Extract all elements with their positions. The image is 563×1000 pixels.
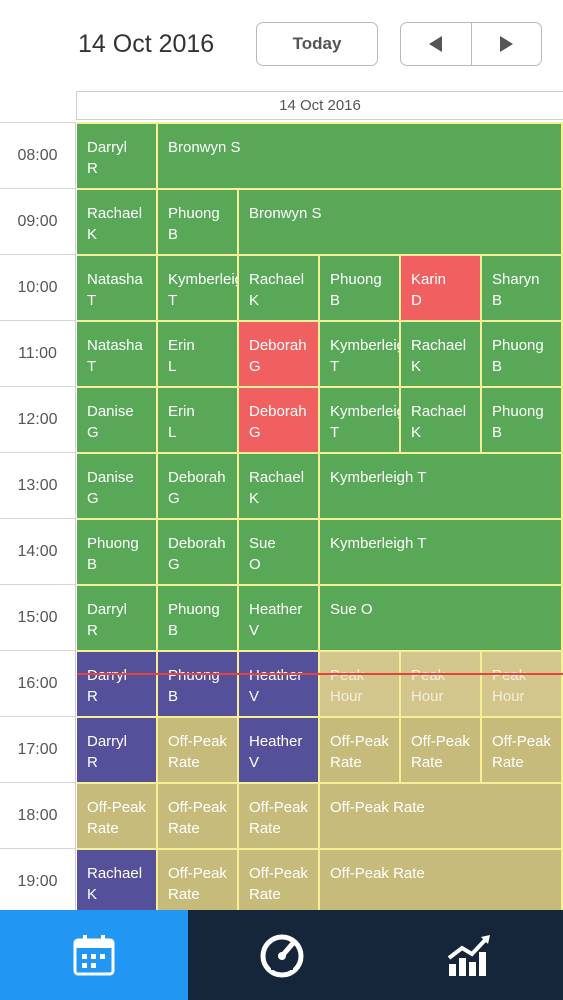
time-label: 08:00 [0,122,75,188]
booking-slot[interactable]: Deborah G [239,322,318,386]
booking-slot[interactable]: Darryl R [77,124,156,188]
top-bar: 14 Oct 2016 Today [0,0,563,90]
booking-slot[interactable]: Deborah G [158,520,237,584]
next-day-button[interactable] [470,23,542,65]
page-title: 14 Oct 2016 [78,30,215,58]
booking-slot[interactable]: Phuong B [158,190,237,254]
off-peak-slot[interactable]: Off-Peak Rate [158,718,237,782]
time-label: 18:00 [0,782,75,848]
off-peak-slot[interactable]: Off-Peak Rate [482,718,561,782]
booking-slot[interactable]: Phuong B [158,652,237,716]
booking-slot[interactable]: Phuong B [320,256,399,320]
time-label: 14:00 [0,518,75,584]
peak-hour-slot[interactable]: Peak Hour [401,652,480,716]
booking-slot[interactable]: Karin D [401,256,480,320]
booking-slot[interactable]: Kymberleigh T [320,454,561,518]
time-label: 10:00 [0,254,75,320]
booking-slot[interactable]: Heather V [239,652,318,716]
booking-slot[interactable]: Heather V [239,586,318,650]
booking-slot[interactable]: Bronwyn S [239,190,561,254]
off-peak-slot[interactable]: Off-Peak Rate [239,850,318,910]
off-peak-slot[interactable]: Off-Peak Rate [239,784,318,848]
time-label: 15:00 [0,584,75,650]
column-date-header: 14 Oct 2016 [76,91,563,120]
booking-slot[interactable]: Rachael K [401,388,480,452]
today-button[interactable]: Today [256,22,378,66]
booking-slot[interactable]: Deborah G [239,388,318,452]
off-peak-slot[interactable]: Off-Peak Rate [401,718,480,782]
chart-icon [447,935,490,976]
booking-slot[interactable]: Phuong B [482,322,561,386]
time-column: 08:00 09:00 10:00 11:00 12:00 13:00 14:00 15:00… [0,122,76,910]
booking-slot[interactable]: Sue O [320,586,561,650]
booking-slot[interactable]: Deborah G [158,454,237,518]
booking-cells: Darryl R Bronwyn S Rachael K Phuong B Bronwyn S… [77,122,563,910]
off-peak-slot[interactable]: Off-Peak Rate [158,850,237,910]
time-label: 11:00 [0,320,75,386]
booking-slot[interactable]: Darryl R [77,718,156,782]
arrow-left-icon [429,36,443,52]
booking-slot[interactable]: Phuong B [482,388,561,452]
booking-slot[interactable]: Natasha T [77,256,156,320]
tab-calendar[interactable] [0,910,188,1000]
time-label: 12:00 [0,386,75,452]
booking-slot[interactable]: Danise G [77,388,156,452]
booking-slot[interactable]: Heather V [239,718,318,782]
peak-hour-slot[interactable]: Peak Hour [320,652,399,716]
booking-slot[interactable]: Natasha T [77,322,156,386]
booking-slot[interactable]: Bronwyn S [158,124,561,188]
booking-slot[interactable]: Erin L [158,322,237,386]
bottom-navigation [0,910,563,1000]
booking-slot[interactable]: Phuong B [77,520,156,584]
off-peak-slot[interactable]: Off-Peak Rate [77,784,156,848]
booking-slot[interactable]: Rachael K [239,454,318,518]
previous-day-button[interactable] [401,23,471,65]
tab-dashboard[interactable] [188,910,376,1000]
off-peak-slot[interactable]: Off-Peak Rate [320,718,399,782]
booking-slot[interactable]: Kymberleigh T [320,520,561,584]
schedule-grid: 08:00 09:00 10:00 11:00 12:00 13:00 14:00 15:00… [0,122,563,910]
speedometer-icon [260,934,304,978]
booking-slot[interactable]: Phuong B [158,586,237,650]
off-peak-slot[interactable]: Off-Peak Rate [158,784,237,848]
booking-slot[interactable]: Rachael K [77,190,156,254]
date-navigation [400,22,542,66]
booking-slot[interactable]: Sharyn B [482,256,561,320]
peak-hour-slot[interactable]: Peak Hour [482,652,561,716]
calendar-icon [73,935,115,976]
time-label: 16:00 [0,650,75,716]
time-label: 19:00 [0,848,75,910]
booking-slot[interactable]: Darryl R [77,652,156,716]
booking-slot[interactable]: Danise G [77,454,156,518]
current-time-line [77,673,563,675]
booking-slot[interactable]: Darryl R [77,586,156,650]
tab-analytics[interactable] [376,910,563,1000]
arrow-right-icon [499,36,513,52]
time-label: 09:00 [0,188,75,254]
time-label: 17:00 [0,716,75,782]
booking-slot[interactable]: Rachael K [77,850,156,910]
off-peak-slot[interactable]: Off-Peak Rate [320,784,561,848]
booking-slot[interactable]: Rachael K [401,322,480,386]
booking-slot[interactable]: Sue O [239,520,318,584]
booking-slot[interactable]: Erin L [158,388,237,452]
booking-slot[interactable]: Rachael K [239,256,318,320]
off-peak-slot[interactable]: Off-Peak Rate [320,850,561,910]
time-label: 13:00 [0,452,75,518]
